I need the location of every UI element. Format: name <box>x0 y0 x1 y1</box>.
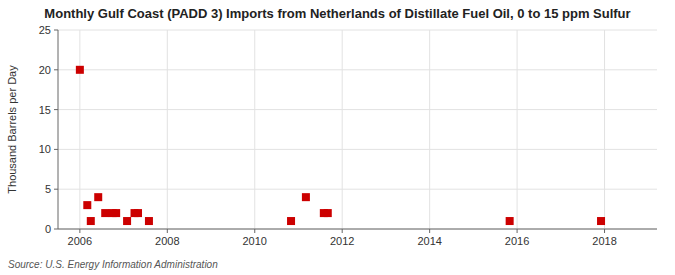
grid-line-x <box>604 30 605 229</box>
x-tick-label: 2012 <box>330 235 354 247</box>
y-tick-label: 25 <box>39 24 51 36</box>
ticks: 2006 2008 2010 2012 2014 2016 2018 0 5 10 15 20 25 <box>39 24 617 247</box>
point <box>83 201 91 209</box>
x-tick <box>254 229 255 233</box>
y-tick <box>54 189 58 190</box>
x-tick-label: 2016 <box>505 235 529 247</box>
y-tick-label: 20 <box>39 64 51 76</box>
y-tick-label: 0 <box>45 223 51 235</box>
y-tick-label: 15 <box>39 104 51 116</box>
grid-line-y <box>58 229 657 230</box>
y-tick-label: 5 <box>45 183 51 195</box>
grid-line-x <box>79 30 80 229</box>
x-tick-label: 2018 <box>592 235 616 247</box>
y-tick <box>54 69 58 70</box>
title: Monthly Gulf Coast (PADD 3) Imports from… <box>44 6 630 21</box>
point <box>76 66 84 74</box>
grid <box>58 30 657 229</box>
x-tick <box>167 229 168 233</box>
grid-line-x <box>167 30 168 229</box>
x-axis-line <box>58 229 657 230</box>
point <box>506 217 514 225</box>
source-note: Source: U.S. Energy Information Administ… <box>8 259 218 270</box>
grid-line-x <box>429 30 430 229</box>
grid-line-y <box>58 30 657 31</box>
grid-line-y <box>58 149 657 150</box>
point <box>94 193 102 201</box>
y-axis-label: Thousand Barrels per Day <box>6 65 18 194</box>
grid-line-x <box>254 30 255 229</box>
point <box>101 209 109 217</box>
grid-line-x <box>342 30 343 229</box>
point <box>324 209 332 217</box>
y-tick <box>54 30 58 31</box>
x-tick-label: 2008 <box>155 235 179 247</box>
y-tick-label: 10 <box>39 143 51 155</box>
point <box>87 217 95 225</box>
x-tick-label: 2006 <box>68 235 92 247</box>
point <box>123 217 131 225</box>
grid-line-y <box>58 69 657 70</box>
grid-line-y <box>58 189 657 190</box>
y-tick <box>54 109 58 110</box>
chart: 2006 2008 2010 2012 2014 2016 2018 0 5 10 15 20 25 Th… <box>0 0 675 275</box>
x-tick-label: 2010 <box>243 235 267 247</box>
x-tick <box>604 229 605 233</box>
y-tick <box>54 149 58 150</box>
x-tick <box>517 229 518 233</box>
points <box>76 66 605 225</box>
point <box>597 217 605 225</box>
y-tick <box>54 229 58 230</box>
point <box>134 209 142 217</box>
point <box>112 209 120 217</box>
x-tick-label: 2014 <box>417 235 441 247</box>
grid-line-y <box>58 109 657 110</box>
grid-line-x <box>517 30 518 229</box>
y-axis-line <box>58 30 59 229</box>
x-tick <box>429 229 430 233</box>
point <box>145 217 153 225</box>
point <box>302 193 310 201</box>
x-tick <box>79 229 80 233</box>
x-tick <box>342 229 343 233</box>
point <box>287 217 295 225</box>
